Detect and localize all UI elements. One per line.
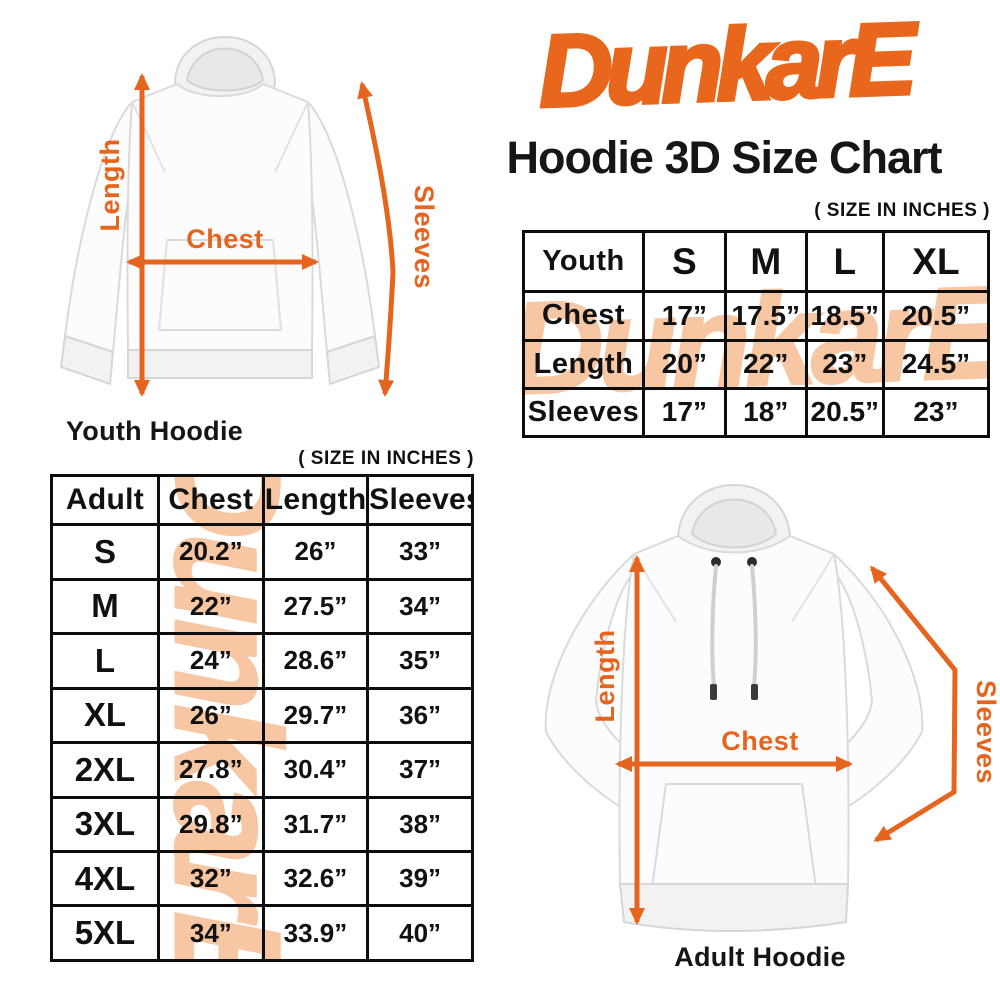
adult-length-label: Length xyxy=(590,630,620,723)
youth-table-corner-cell: Youth xyxy=(522,230,645,294)
adult-xl-sleeves: 36” xyxy=(366,686,474,745)
youth-sleeves-l: 20.5” xyxy=(804,386,885,438)
youth-chest-row: Chest 17” 17.5” 18.5” 20.5” xyxy=(522,290,990,342)
adult-s-length: 26” xyxy=(261,523,370,581)
adult-sleeves-label: Sleeves xyxy=(971,680,1000,784)
youth-length-m: 22” xyxy=(723,338,808,390)
adult-col-length: Length xyxy=(261,474,370,527)
adult-table-header-row: Adult Chest Length Sleeves xyxy=(50,474,474,527)
adult-size-label: 3XL xyxy=(50,795,160,853)
adult-sleeves-arrow xyxy=(870,565,958,843)
adult-s-sleeves: 33” xyxy=(366,523,474,581)
youth-hoodie-caption: Youth Hoodie xyxy=(66,416,244,446)
adult-5xl-chest: 34” xyxy=(156,904,265,962)
adult-col-sleeves: Sleeves xyxy=(366,474,474,527)
adult-row-xl: XL 26” 29.7” 36” xyxy=(50,686,474,745)
youth-length-label: Length xyxy=(95,139,125,232)
youth-size-col-m: M xyxy=(723,230,808,294)
adult-size-label: XL xyxy=(50,686,160,745)
adult-size-table: Adult Chest Length Sleeves S 20.2” 26” 3… xyxy=(50,474,474,962)
youth-table-header-row: Youth S M L XL xyxy=(522,230,990,294)
adult-xl-length: 29.7” xyxy=(261,686,370,745)
adult-measurement-arrows: Length Chest Sleeves xyxy=(590,555,1000,925)
adult-size-table-container: DunkarE Adult Chest Length Sleeves S 20.… xyxy=(50,474,474,962)
adult-2xl-sleeves: 37” xyxy=(366,741,474,799)
youth-length-xl: 24.5” xyxy=(881,338,990,390)
youth-chest-xl: 20.5” xyxy=(881,290,990,342)
youth-row-label: Sleeves xyxy=(522,386,645,438)
adult-row-2xl: 2XL 27.8” 30.4” 37” xyxy=(50,741,474,799)
adult-3xl-length: 31.7” xyxy=(261,795,370,853)
youth-size-table: Youth S M L XL Chest 17” 17.5” 18.5” 20.… xyxy=(522,230,990,438)
adult-col-chest: Chest xyxy=(156,474,265,527)
youth-hoodie-diagram: Length Chest Sleeves xyxy=(60,36,439,397)
adult-size-label: 2XL xyxy=(50,741,160,799)
youth-sleeves-label: Sleeves xyxy=(409,185,439,289)
adult-hoodie-diagram: Length Chest Sleeves xyxy=(544,484,1000,932)
youth-size-col-l: L xyxy=(804,230,885,294)
adult-5xl-sleeves: 40” xyxy=(366,904,474,962)
adult-hoodie-caption: Adult Hoodie xyxy=(674,942,846,972)
adult-row-m: M 22” 27.5” 34” xyxy=(50,577,474,636)
adult-size-label: S xyxy=(50,523,160,581)
adult-4xl-length: 32.6” xyxy=(261,849,370,908)
youth-measurement-arrows: Length Chest Sleeves xyxy=(95,73,439,397)
page-title: Hoodie 3D Size Chart xyxy=(506,132,942,183)
youth-sleeves-m: 18” xyxy=(723,386,808,438)
adult-3xl-sleeves: 38” xyxy=(366,795,474,853)
adult-row-l: L 24” 28.6” 35” xyxy=(50,632,474,690)
youth-size-table-container: DunkarE Youth S M L XL Chest 17” 17.5” 1… xyxy=(522,230,990,438)
youth-size-col-xl: XL xyxy=(881,230,990,294)
adult-row-s: S 20.2” 26” 33” xyxy=(50,523,474,581)
adult-l-length: 28.6” xyxy=(261,632,370,690)
adult-4xl-chest: 32” xyxy=(156,849,265,908)
youth-sleeves-arrow xyxy=(357,81,396,397)
adult-xl-chest: 26” xyxy=(156,686,265,745)
youth-chest-label: Chest xyxy=(186,224,264,254)
brand-logo: DunkarE xyxy=(535,0,913,130)
adult-size-label: L xyxy=(50,632,160,690)
adult-s-chest: 20.2” xyxy=(156,523,265,581)
youth-length-l: 23” xyxy=(804,338,885,390)
adult-size-unit-note: ( SIZE IN INCHES ) xyxy=(298,448,474,469)
adult-table-corner-cell: Adult xyxy=(50,474,160,527)
adult-3xl-chest: 29.8” xyxy=(156,795,265,853)
adult-m-length: 27.5” xyxy=(261,577,370,636)
adult-row-3xl: 3XL 29.8” 31.7” 38” xyxy=(50,795,474,853)
adult-size-label: 4XL xyxy=(50,849,160,908)
youth-sleeves-s: 17” xyxy=(641,386,727,438)
adult-size-label: 5XL xyxy=(50,904,160,962)
youth-sleeves-row: Sleeves 17” 18” 20.5” 23” xyxy=(522,386,990,438)
adult-2xl-chest: 27.8” xyxy=(156,741,265,799)
adult-row-4xl: 4XL 32” 32.6” 39” xyxy=(50,849,474,908)
adult-5xl-length: 33.9” xyxy=(261,904,370,962)
youth-sleeves-xl: 23” xyxy=(881,386,990,438)
youth-row-label: Chest xyxy=(522,290,645,342)
youth-row-label: Length xyxy=(522,338,645,390)
youth-length-s: 20” xyxy=(641,338,727,390)
adult-m-chest: 22” xyxy=(156,577,265,636)
youth-length-row: Length 20” 22” 23” 24.5” xyxy=(522,338,990,390)
youth-chest-s: 17” xyxy=(641,290,727,342)
adult-chest-label: Chest xyxy=(721,726,799,756)
adult-row-5xl: 5XL 34” 33.9” 40” xyxy=(50,904,474,962)
adult-l-chest: 24” xyxy=(156,632,265,690)
youth-size-unit-note: ( SIZE IN INCHES ) xyxy=(814,200,990,221)
youth-size-col-s: S xyxy=(641,230,727,294)
adult-l-sleeves: 35” xyxy=(366,632,474,690)
youth-chest-m: 17.5” xyxy=(723,290,808,342)
adult-2xl-length: 30.4” xyxy=(261,741,370,799)
youth-chest-l: 18.5” xyxy=(804,290,885,342)
adult-4xl-sleeves: 39” xyxy=(366,849,474,908)
adult-m-sleeves: 34” xyxy=(366,577,474,636)
adult-size-label: M xyxy=(50,577,160,636)
